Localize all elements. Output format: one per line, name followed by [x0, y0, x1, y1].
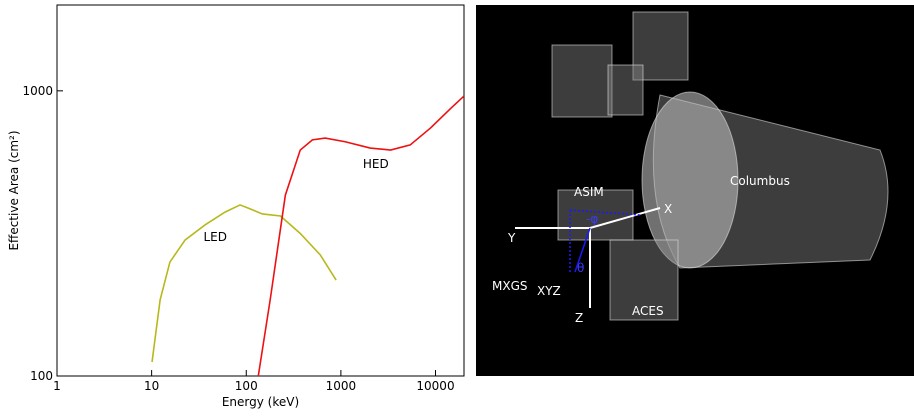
module-box [607, 64, 644, 116]
x-tick-label: 1 [53, 379, 61, 393]
columbus-end [641, 91, 739, 269]
x-tick-label: 100 [235, 379, 258, 393]
module-box [632, 11, 689, 81]
y-tick-label: 100 [30, 369, 53, 383]
label: MXGS [492, 279, 528, 293]
label: XYZ [537, 284, 561, 298]
series-line [151, 204, 337, 363]
y-axis-label: Effective Area (cm²) [7, 130, 21, 250]
label: θ [577, 261, 584, 275]
angle-lines [569, 209, 641, 273]
series-line [257, 95, 464, 376]
label: ASIM [574, 185, 604, 199]
label: ACES [632, 304, 664, 318]
label: Y [507, 231, 516, 245]
annotation: LED [203, 230, 227, 244]
y-tick-label: 1000 [22, 84, 53, 98]
image-labels: ASIM Columbus ACES X Y Z -φ θ MXGS XYZ [492, 174, 790, 325]
x-tick-label: 10 [144, 379, 159, 393]
axes-arrows [515, 207, 661, 308]
x-axis-label: Energy (keV) [222, 395, 299, 409]
module-box [551, 44, 613, 118]
chart: 1 10 100 1000 10000 100 1000 Energy (keV) Effect… [7, 4, 465, 409]
x-arrow [589, 207, 661, 229]
x-tick-label: 1000 [326, 379, 357, 393]
theta-arrow [574, 227, 591, 273]
label: Z [575, 311, 583, 325]
x-tick-label: 10000 [416, 379, 454, 393]
rendering: ASIM Columbus ACES X Y Z -φ θ MXGS XYZ [476, 5, 914, 376]
label: X [664, 202, 672, 216]
station-model [551, 11, 889, 321]
annotation: HED [363, 157, 389, 171]
plot-frame [56, 4, 465, 377]
aces-box [609, 239, 679, 321]
label: Columbus [730, 174, 790, 188]
label: -φ [586, 212, 598, 226]
